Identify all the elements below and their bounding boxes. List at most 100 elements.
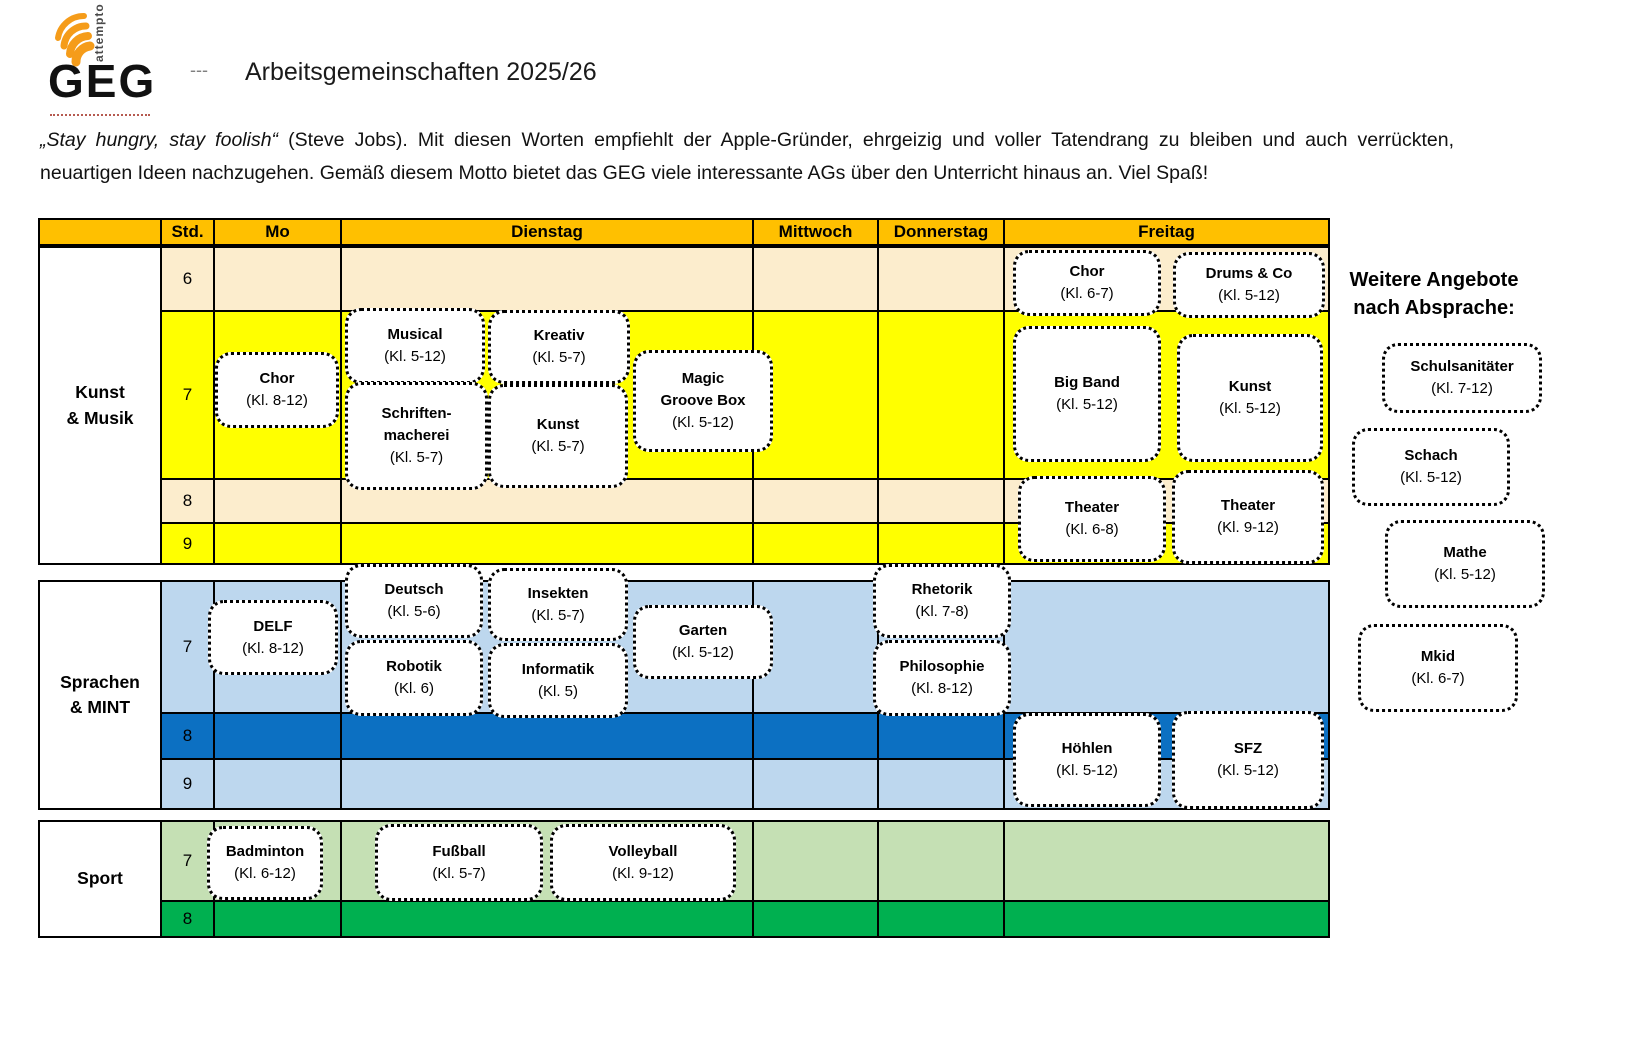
activity-title: Kreativ [533, 327, 585, 345]
category-line: Sprachen [60, 671, 140, 692]
activity-klasse: (Kl. 6-7) [1060, 285, 1114, 302]
header-category-cell [40, 220, 162, 244]
activity-musical: Musical (Kl. 5-12) [345, 308, 485, 384]
activity-klasse: (Kl. 5-12) [1434, 566, 1496, 583]
std-cell: 7 [162, 312, 215, 478]
activity-title: SFZ [1233, 740, 1263, 758]
activity-klasse: (Kl. 8-12) [242, 639, 304, 657]
header-dienstag: Dienstag [342, 220, 754, 244]
activity-kunst-kl5-12: Kunst (Kl. 5-12) [1177, 334, 1323, 462]
activity-schulsanitaeter: Schulsanitäter (Kl. 7-12) [1382, 343, 1542, 413]
activity-deutsch: Deutsch (Kl. 5-6) [345, 564, 483, 638]
activity-robotik: Robotik (Kl. 6) [345, 640, 483, 716]
side-heading-line1: Weitere Angebote [1349, 269, 1519, 291]
category-label-sprachen-mint: Sprachen & MINT [40, 582, 162, 808]
activity-klasse: (Kl. 5-7) [532, 349, 586, 366]
activity-schach: Schach (Kl. 5-12) [1352, 428, 1510, 506]
header-mittwoch: Mittwoch [754, 220, 879, 244]
intro-quote: „Stay hungry, stay foolish“ [40, 129, 279, 151]
activity-magic-groove-box: Magic Groove Box (Kl. 5-12) [633, 350, 773, 452]
activity-klasse: (Kl. 6) [393, 680, 434, 697]
activity-theater-kl9-12: Theater (Kl. 9-12) [1172, 470, 1324, 564]
activity-title: Drums & Co [1205, 265, 1293, 283]
activity-klasse: (Kl. 8-12) [911, 680, 973, 697]
activity-mathe: Mathe (Kl. 5-12) [1385, 520, 1545, 608]
activity-title: Mkid [1420, 648, 1456, 666]
activity-schriftenmacherei: Schriften-macherei (Kl. 5-7) [345, 382, 488, 490]
header-mo: Mo [215, 220, 342, 244]
category-label-kunst-musik: Kunst & Musik [40, 248, 162, 563]
header-std: Std. [162, 220, 215, 244]
activity-title: Kunst [1228, 378, 1272, 396]
activity-title: DELF [253, 617, 293, 635]
activity-klasse: (Kl. 5-7) [389, 448, 444, 466]
category-line: Kunst [75, 382, 125, 403]
row-strip [215, 902, 1328, 936]
activity-title: Philosophie [899, 658, 985, 676]
activity-klasse: (Kl. 5-6) [387, 603, 441, 620]
category-label-sport: Sport [40, 822, 162, 936]
activity-title: Schriften-macherei [381, 405, 452, 445]
geg-logo: attempto GEG [40, 3, 230, 120]
activity-klasse: (Kl. 5-12) [384, 348, 446, 365]
activity-klasse: (Kl. 8-12) [246, 392, 308, 409]
activity-klasse: (Kl. 5-7) [531, 606, 585, 624]
activity-klasse: (Kl. 5-12) [1400, 469, 1462, 486]
activity-klasse: (Kl. 9-12) [612, 864, 674, 882]
activity-delf: DELF (Kl. 8-12) [208, 600, 338, 675]
activity-rhetorik: Rhetorik (Kl. 7-8) [873, 564, 1011, 638]
header-freitag: Freitag [1138, 222, 1195, 241]
activity-klasse: (Kl. 5-12) [1219, 400, 1281, 417]
activity-title: Big Band [1054, 374, 1120, 392]
activity-klasse: (Kl. 7-8) [915, 603, 969, 620]
header-donnerstag: Donnerstag [879, 220, 1005, 244]
intro-paragraph: „Stay hungry, stay foolish“ (Steve Jobs)… [40, 124, 1454, 190]
activity-title: Garten [678, 622, 728, 640]
category-line: & Musik [66, 407, 134, 428]
activity-garten: Garten (Kl. 5-12) [633, 605, 773, 679]
activity-informatik: Informatik (Kl. 5) [488, 643, 628, 718]
std-cell: 9 [162, 760, 215, 808]
activity-title: Fußball [432, 842, 486, 860]
activity-klasse: (Kl. 5-7) [531, 438, 585, 455]
table-header-row: Std. Mo Dienstag Mittwoch Donnerstag Fre… [38, 218, 1330, 246]
activity-klasse: (Kl. 6-8) [1065, 521, 1119, 538]
activity-title: Robotik [386, 658, 442, 676]
activity-klasse: (Kl. 5-12) [672, 413, 734, 431]
title-separator: --- [190, 60, 208, 80]
activity-klasse: (Kl. 5) [537, 682, 578, 700]
activity-title: Theater [1064, 499, 1120, 517]
activity-title: Mathe [1443, 544, 1487, 562]
activity-sfz: SFZ (Kl. 5-12) [1172, 711, 1324, 809]
category-line: Sport [77, 868, 123, 889]
activity-title: Volleyball [608, 842, 678, 860]
activity-fussball: Fußball (Kl. 5-7) [375, 824, 543, 901]
activity-chor-kl8-12: Chor (Kl. 8-12) [215, 352, 339, 428]
activity-philosophie: Philosophie (Kl. 8-12) [873, 640, 1011, 716]
logo-geg-text: GEG [48, 55, 157, 107]
activity-title: Höhlen [1061, 740, 1113, 758]
activity-klasse: (Kl. 5-12) [672, 644, 734, 661]
activity-chor-kl6-7: Chor (Kl. 6-7) [1013, 250, 1161, 316]
activity-title: Schach [1404, 447, 1458, 465]
activity-kunst-kl5-7: Kunst (Kl. 5-7) [488, 384, 628, 488]
activity-klasse: (Kl. 5-7) [432, 864, 486, 882]
logo-underline [50, 114, 150, 116]
row-strip [215, 248, 1328, 310]
side-heading-line2: nach Absprache: [1353, 297, 1515, 319]
activity-klasse: (Kl. 5-12) [1217, 762, 1279, 779]
activity-klasse: (Kl. 7-12) [1431, 380, 1493, 397]
activity-kreativ: Kreativ (Kl. 5-7) [488, 310, 630, 384]
activity-drums-co: Drums & Co (Kl. 5-12) [1173, 252, 1325, 318]
std-cell: 8 [162, 902, 215, 936]
std-cell: 6 [162, 248, 215, 310]
activity-title: Rhetorik [911, 581, 973, 599]
activity-title: Insekten [527, 584, 589, 602]
activity-klasse: (Kl. 5-12) [1218, 287, 1280, 304]
activity-klasse: (Kl. 6-7) [1411, 670, 1465, 687]
activity-klasse: (Kl. 5-12) [1056, 396, 1118, 413]
activity-insekten: Insekten (Kl. 5-7) [488, 568, 628, 641]
activity-klasse: (Kl. 9-12) [1217, 519, 1279, 536]
std-cell: 9 [162, 524, 215, 563]
